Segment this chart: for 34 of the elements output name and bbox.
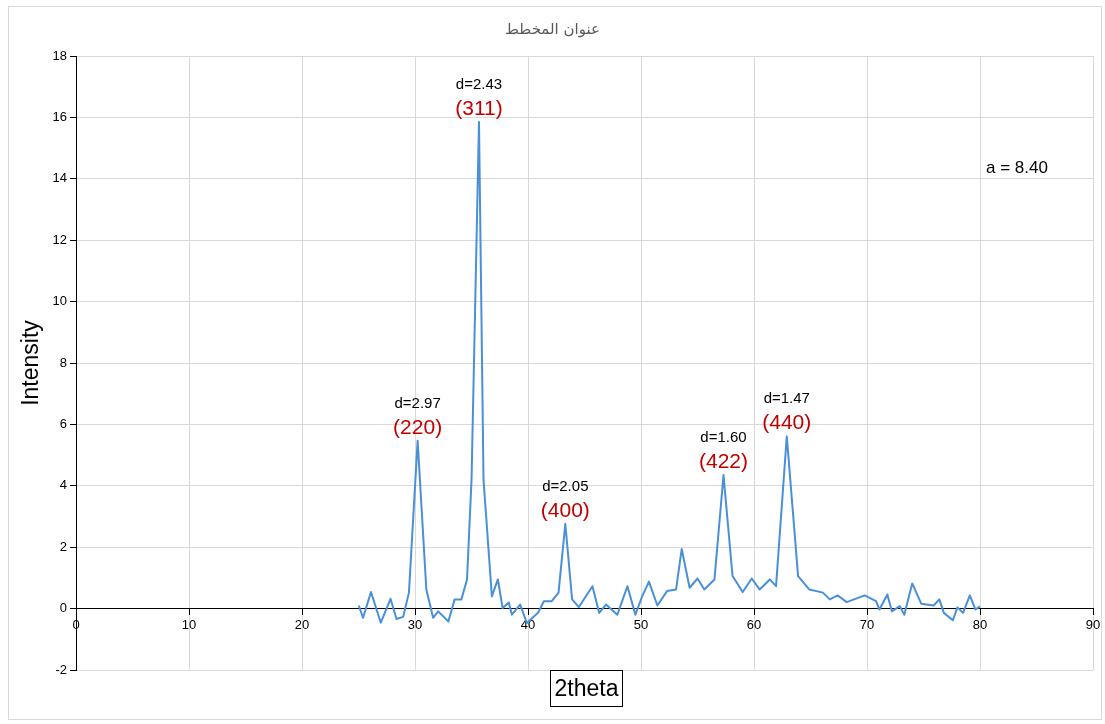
y-tick-label: 14: [52, 170, 68, 186]
annotation: (422): [699, 449, 749, 473]
chart-title: عنوان المخطط: [504, 20, 601, 38]
x-tick-label: 50: [633, 616, 649, 632]
y-tick-label: 0: [59, 600, 68, 616]
y-tick-label: 6: [59, 415, 68, 431]
x-tick-label: 60: [746, 616, 762, 632]
x-tick-label: 70: [859, 616, 875, 632]
y-tick-label: 12: [52, 231, 68, 247]
y-tick-label: 18: [52, 47, 68, 63]
y-tick-label: 4: [59, 477, 68, 493]
x-tick-label: 40: [520, 616, 536, 632]
x-tick-label: 90: [1085, 616, 1101, 632]
y-tick-label: 10: [52, 293, 68, 309]
y-tick-label: -2: [55, 661, 68, 677]
annotation: d=1.47: [763, 389, 810, 407]
x-axis-title: 2theta: [549, 670, 624, 707]
annotation: d=2.43: [455, 75, 503, 92]
y-tick-label: 8: [59, 354, 68, 370]
y-axis-title: Intensity: [17, 319, 44, 406]
x-tick-label: 80: [972, 616, 988, 632]
x-tick-label: 30: [407, 616, 423, 632]
y-tick-label: 2: [59, 538, 68, 554]
x-tick-label: 20: [294, 616, 310, 632]
y-tick-label: 16: [52, 108, 68, 124]
annotation: a = 8.40: [986, 158, 1048, 177]
annotation: (220): [393, 414, 443, 438]
annotation: (311): [455, 96, 503, 119]
annotation: d=2.97: [394, 393, 441, 411]
annotation: (400): [540, 497, 590, 521]
x-tick-label: 10: [181, 616, 197, 632]
annotation: d=1.60: [700, 428, 747, 446]
annotation: d=2.05: [542, 476, 589, 494]
annotation: (440): [762, 410, 812, 434]
